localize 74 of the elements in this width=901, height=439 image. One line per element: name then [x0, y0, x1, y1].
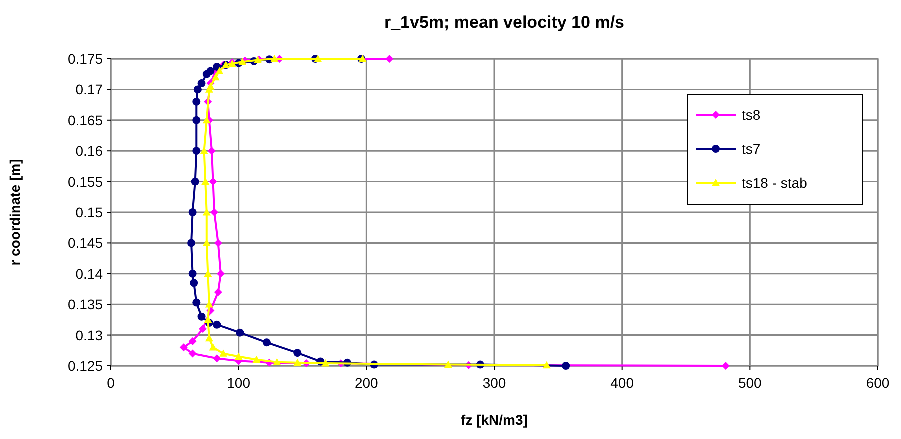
y-tick-label: 0.14	[76, 266, 104, 282]
point	[208, 147, 216, 156]
point	[262, 338, 271, 347]
point	[180, 344, 188, 352]
point	[200, 147, 208, 154]
point	[722, 362, 730, 370]
point	[212, 73, 220, 81]
x-tick-label: 500	[738, 375, 762, 391]
point	[192, 116, 201, 124]
point	[213, 320, 222, 329]
legend-label: ts8	[742, 107, 761, 123]
y-tick-label: 0.125	[68, 358, 104, 374]
point	[198, 312, 206, 321]
legend-label: ts7	[742, 141, 761, 157]
point	[188, 337, 197, 346]
point	[188, 208, 197, 216]
y-tick-label: 0.155	[68, 174, 104, 190]
x-tick-label: 400	[610, 375, 634, 391]
point	[444, 360, 452, 368]
point	[322, 360, 330, 367]
x-tick-label: 100	[227, 375, 251, 391]
point	[192, 298, 201, 307]
x-tick-label: 200	[354, 375, 379, 391]
y-tick-label: 0.15	[76, 204, 104, 220]
point	[236, 328, 244, 337]
point	[252, 356, 261, 364]
y-tick-label: 0.175	[68, 51, 104, 67]
point	[542, 361, 551, 369]
point	[198, 80, 206, 88]
x-axis-title: fz [kN/m3]	[461, 412, 528, 428]
point	[238, 58, 247, 66]
x-tick-label: 0	[107, 375, 116, 391]
y-tick-label: 0.17	[76, 82, 104, 98]
point	[199, 325, 208, 334]
y-tick-label: 0.13	[76, 327, 104, 344]
point	[188, 270, 197, 278]
point	[192, 147, 201, 156]
point	[209, 178, 218, 186]
point	[202, 208, 211, 216]
y-tick-label: 0.165	[68, 112, 104, 128]
point	[205, 300, 214, 308]
point	[188, 239, 196, 248]
point	[562, 362, 570, 370]
point	[188, 350, 197, 358]
chart-title: r_1v5m; mean velocity 10 m/s	[384, 13, 625, 32]
point	[294, 349, 302, 358]
point	[386, 55, 394, 63]
point	[190, 279, 198, 288]
point	[219, 350, 228, 357]
point	[213, 62, 222, 71]
point	[294, 358, 302, 366]
point	[202, 116, 211, 124]
x-tick-label: 300	[482, 375, 506, 391]
point	[210, 208, 219, 216]
point	[314, 55, 322, 62]
point	[191, 178, 200, 186]
y-tick-label: 0.135	[68, 296, 104, 313]
point	[202, 70, 211, 78]
point	[192, 98, 201, 106]
point	[234, 352, 243, 360]
point	[209, 344, 218, 351]
y-tick-label: 0.16	[76, 143, 104, 160]
point	[216, 270, 225, 278]
point	[214, 239, 222, 248]
legend-label: ts18 - stab	[742, 175, 808, 191]
y-tick-label: 0.145	[68, 235, 104, 252]
point	[214, 288, 222, 296]
point	[216, 67, 224, 74]
point	[273, 358, 282, 366]
point	[194, 86, 202, 94]
y-axis-title: r coordinate [m]	[7, 159, 23, 266]
point	[213, 354, 222, 363]
point	[270, 55, 279, 62]
x-tick-label: 600	[866, 375, 890, 391]
